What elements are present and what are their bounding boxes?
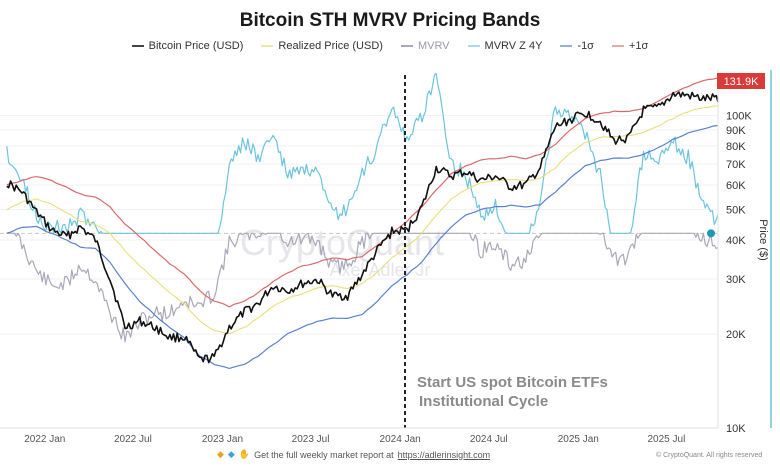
y-axis-title: Price ($) (757, 219, 769, 261)
series-line-mvrv (6, 232, 719, 343)
x-tick-label: 2023 Jul (292, 434, 330, 445)
legend-label: MVRV (417, 40, 450, 52)
chart-legend: Bitcoin Price (USD) Realized Price (USD)… (0, 40, 780, 52)
annotation-text-line2: Institutional Cycle (419, 393, 548, 410)
series-line--1 (6, 124, 719, 369)
y-tick-label: 100K (726, 111, 752, 123)
legend-label: +1σ (628, 40, 649, 52)
legend-label: Bitcoin Price (USD) (148, 40, 244, 52)
x-axis-ticks: 2022 Jan 2022 Jul 2023 Jan 2023 Jul 2024 Jan… (24, 434, 685, 445)
legend-swatch (560, 45, 573, 47)
series-layer (6, 72, 719, 369)
legend-item-minus-1-sigma[interactable]: -1σ (560, 40, 594, 52)
y-tick-label: 40K (726, 235, 746, 247)
x-tick-label: 2022 Jan (24, 434, 65, 445)
y-tick-label: 20K (726, 329, 746, 341)
legend-label: -1σ (577, 40, 594, 52)
footer: ◆ ◆ ✋ Get the full weekly market report … (217, 449, 490, 460)
legend-swatch (131, 45, 144, 47)
legend-label: MVRV Z 4Y (484, 40, 543, 52)
current-point-marker (707, 229, 715, 238)
current-value-label: 131.9K (724, 76, 760, 88)
x-tick-label: 2023 Jan (202, 434, 243, 445)
y-tick-label: 10K (726, 423, 746, 435)
legend-item-mvrv[interactable]: MVRV (400, 40, 450, 52)
legend-swatch (467, 45, 480, 47)
series-line-realized-price-usd (6, 105, 719, 335)
y-tick-label: 30K (726, 274, 746, 286)
y-axis-ticks: 10K 20K 30K 40K 50K 60K 70K 80K 90K 100K (726, 111, 752, 435)
legend-swatch (611, 45, 624, 47)
x-tick-label: 2022 Jul (114, 434, 152, 445)
legend-swatch (261, 45, 274, 47)
x-tick-label: 2025 Jan (558, 434, 599, 445)
orange-diamond-icon: ◆ (217, 449, 224, 459)
blue-diamond-icon: ◆ (227, 449, 235, 459)
footer-link[interactable]: https://adlerinsight.com (397, 449, 491, 460)
footer-text: Get the full weekly market report at (254, 449, 394, 460)
legend-item-realized-price[interactable]: Realized Price (USD) (261, 40, 383, 52)
current-value-badge: 131.9K (717, 73, 765, 89)
series-line--1 (6, 77, 719, 308)
x-tick-label: 2024 Jul (470, 434, 508, 445)
current-value-bg (717, 73, 765, 89)
watermark-brand: CryptoQuant (240, 222, 444, 263)
legend-item-bitcoin-price[interactable]: Bitcoin Price (USD) (131, 40, 244, 52)
y-tick-label: 50K (726, 205, 746, 217)
y-tick-label: 90K (726, 125, 746, 137)
chart-title: Bitcoin STH MVRV Pricing Bands (239, 10, 541, 31)
raised-hands-icon: ✋ (238, 449, 251, 459)
series-line-bitcoin-price-usd (6, 91, 719, 364)
y-tick-label: 80K (726, 141, 746, 153)
legend-label: Realized Price (USD) (278, 40, 383, 52)
y-tick-label: 60K (726, 180, 746, 192)
series-line-mvrv-z-4y (6, 72, 719, 234)
annotation-text-line1: Start US spot Bitcoin ETFs (417, 374, 608, 391)
watermark: CryptoQuant Axel Adler Jr (240, 222, 444, 280)
legend-item-mvrv-z-4y[interactable]: MVRV Z 4Y (467, 40, 543, 52)
x-tick-label: 2025 Jul (647, 434, 685, 445)
copyright: © CryptoQuant. All rights reserved (656, 452, 763, 459)
x-tick-label: 2024 Jan (380, 434, 421, 445)
legend-item-plus-1-sigma[interactable]: +1σ (611, 40, 649, 52)
y-tick-label: 70K (726, 159, 746, 171)
legend-swatch (400, 45, 413, 47)
